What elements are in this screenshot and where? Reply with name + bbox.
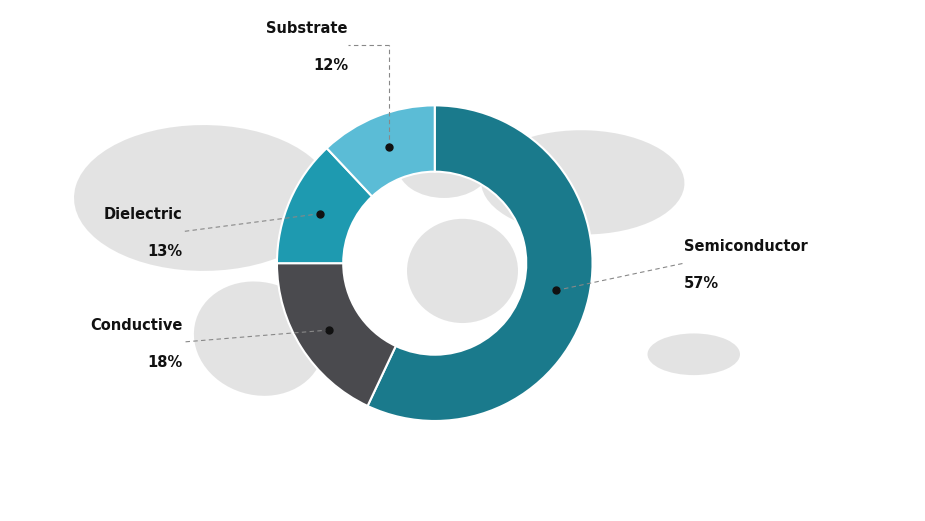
Ellipse shape [194,281,324,396]
Ellipse shape [648,333,740,375]
Wedge shape [327,105,435,196]
Ellipse shape [407,219,518,323]
Text: 13%: 13% [147,244,182,259]
Wedge shape [277,148,372,263]
Text: 57%: 57% [684,276,720,291]
Text: Conductive: Conductive [90,318,182,332]
Text: 18%: 18% [147,355,182,370]
Wedge shape [367,105,593,421]
Wedge shape [277,263,396,406]
Text: Semiconductor: Semiconductor [684,239,808,254]
Text: Dielectric: Dielectric [104,207,182,222]
Ellipse shape [481,130,684,234]
Text: Substrate: Substrate [266,21,348,36]
Ellipse shape [74,125,333,271]
Ellipse shape [398,135,490,198]
Text: 12%: 12% [313,58,348,73]
